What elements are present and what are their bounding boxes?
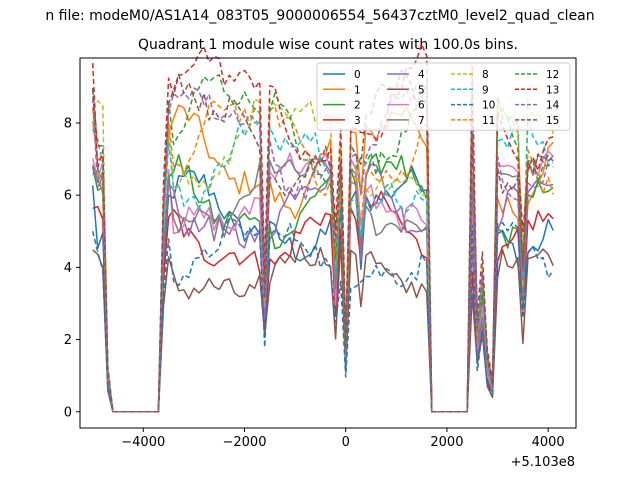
x-offset-label: +5.103e8 <box>511 455 575 470</box>
figure-suptitle: n file: modeM0/AS1A14_083T05_9000006554_… <box>45 8 594 24</box>
x-axis: −4000 −2000 0 2000 4000 <box>121 428 565 450</box>
legend-label-13: 13 <box>546 84 559 96</box>
series-line-10 <box>91 218 554 413</box>
legend-label-15: 15 <box>546 115 559 127</box>
x-tick-label: −2000 <box>222 435 266 450</box>
legend-label-2: 2 <box>354 100 361 112</box>
legend-label-14: 14 <box>546 100 560 112</box>
legend-label-0: 0 <box>354 69 361 81</box>
plot-frame <box>79 57 577 429</box>
legend-label-9: 9 <box>482 84 489 96</box>
y-tick-label: 8 <box>64 116 72 131</box>
legend-label-5: 5 <box>418 84 425 96</box>
series-lines <box>91 43 554 413</box>
legend-label-7: 7 <box>418 115 425 127</box>
y-tick-label: 2 <box>64 333 72 348</box>
legend-label-8: 8 <box>482 69 489 81</box>
legend-label-12: 12 <box>546 69 559 81</box>
y-axis: 0 2 4 6 8 <box>64 116 80 420</box>
legend-label-1: 1 <box>354 84 361 96</box>
x-tick-label: −4000 <box>121 435 165 450</box>
series-line-15 <box>91 68 554 413</box>
y-tick-label: 4 <box>64 261 72 276</box>
x-tick-label: 2000 <box>430 435 463 450</box>
legend-box <box>316 62 571 131</box>
legend-label-10: 10 <box>482 100 495 112</box>
legend-label-4: 4 <box>418 69 425 81</box>
x-tick-label: 0 <box>342 435 350 450</box>
x-tick-label: 4000 <box>532 435 565 450</box>
chart-title: Quadrant 1 module wise count rates with … <box>138 37 518 53</box>
y-tick-label: 0 <box>64 405 72 420</box>
legend-label-6: 6 <box>418 100 425 112</box>
legend-label-3: 3 <box>354 115 361 127</box>
legend-label-11: 11 <box>482 115 495 127</box>
y-tick-label: 6 <box>64 189 72 204</box>
series-line-12 <box>91 74 554 413</box>
